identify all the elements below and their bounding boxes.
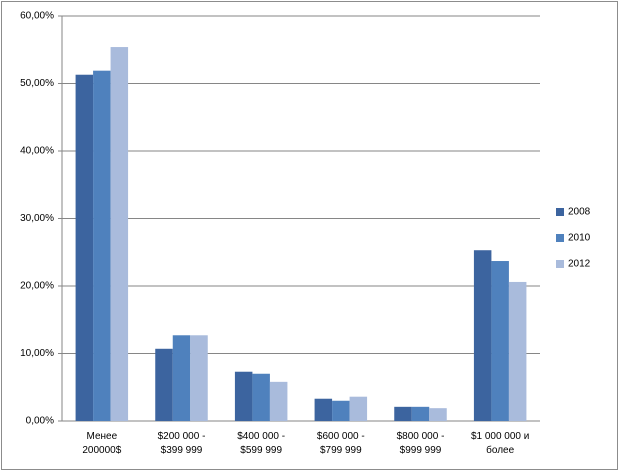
legend-label: 2010 [568,233,591,244]
bar [269,381,288,421]
x-tick-label: $1 000 000 и более [470,431,530,456]
bar [155,348,173,421]
y-tick-label: 50,00% [20,78,54,89]
x-tick-label: Менее 200000$ [82,431,122,456]
bar [429,408,447,421]
bar [508,281,527,421]
y-tick-label: 30,00% [20,213,54,224]
legend-swatch [556,208,564,216]
bar [93,70,111,422]
legend-swatch [556,234,564,242]
bar [75,74,94,421]
legend-label: 2008 [568,207,591,218]
bar [394,406,412,421]
x-tick-label: $800 000 - $999 999 [396,431,445,456]
legend-swatch [556,260,564,268]
bar [473,250,492,421]
bar [190,335,208,421]
y-tick-label: 20,00% [20,281,54,292]
x-tick-label: $200 000 - $399 999 [157,431,206,456]
y-tick-label: 40,00% [20,146,54,157]
bar [172,335,191,421]
bar [252,373,270,421]
y-tick-label: 10,00% [20,348,54,359]
bar [332,400,350,421]
bar [110,47,129,422]
y-tick-label: 60,00% [20,11,54,22]
x-tick-label: $600 000 - $799 999 [316,431,365,456]
bar [349,396,368,421]
bar [234,371,253,421]
bar [491,261,509,421]
legend-label: 2012 [568,259,591,270]
y-tick-label: 0,00% [26,416,54,427]
x-tick-label: $400 000 - $599 999 [237,431,286,456]
bar [314,398,333,421]
bar [411,406,430,421]
